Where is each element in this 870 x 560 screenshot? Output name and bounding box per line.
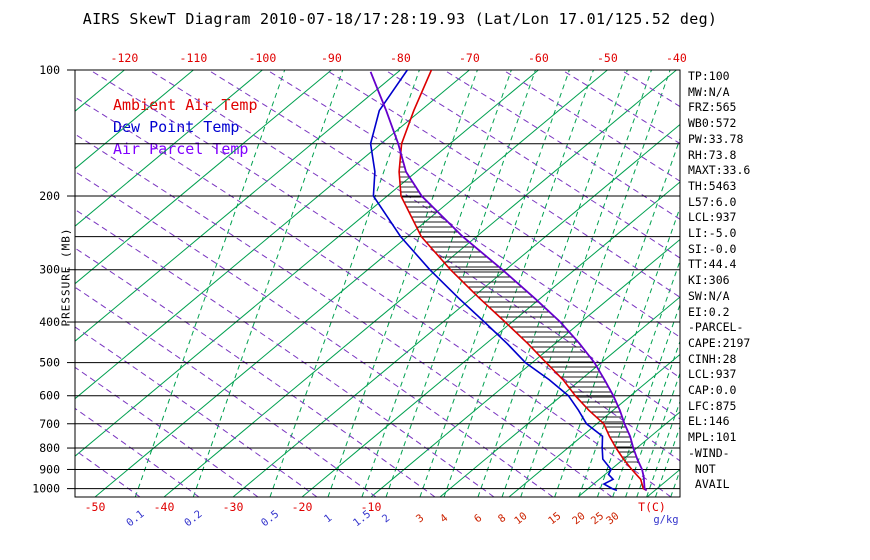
- mixing-ratio-tick-label: 20: [570, 510, 587, 527]
- dry-adiabat-lines: [75, 70, 680, 497]
- dew-temp-curve: [369, 70, 618, 492]
- pressure-tick-label: 500: [39, 356, 60, 370]
- side-panel-item: EI:0.2: [688, 304, 730, 319]
- side-panel-item: TT:44.4: [688, 257, 737, 272]
- side-panel-item: -WIND-: [688, 445, 730, 460]
- side-panel-item: RH:73.8: [688, 147, 737, 162]
- side-panel-item: LI:-5.0: [688, 226, 737, 241]
- temp-unit-label: T(C): [638, 500, 666, 514]
- side-panel-item: SW:N/A: [688, 288, 730, 303]
- pressure-tick-label: 400: [39, 315, 60, 329]
- side-panel-item: AVAIL: [688, 477, 730, 492]
- mixing-ratio-tick-label: 3: [414, 512, 426, 525]
- bottom-temp-tick-label: -50: [85, 500, 106, 514]
- mixing-ratio-tick-label: 15: [546, 510, 563, 527]
- pressure-tick-label: 900: [39, 462, 60, 476]
- pressure-tick-label: 800: [39, 441, 60, 455]
- mixing-ratio-tick-label: 6: [472, 512, 484, 525]
- pressure-tick-label: 1000: [32, 482, 60, 496]
- pressure-tick-label: 100: [39, 63, 60, 77]
- cape-hatching: [399, 156, 639, 463]
- side-panel-item: LFC:875: [688, 398, 737, 413]
- chart-title: AIRS SkewT Diagram 2010-07-18/17:28:19.9…: [82, 10, 718, 28]
- mixing-ratio-tick-label: 4: [438, 512, 450, 525]
- pressure-gridlines: [67, 69, 681, 498]
- pressure-tick-label: 300: [39, 263, 60, 277]
- side-panel-item: NOT: [688, 461, 716, 476]
- plot-frame: [74, 69, 681, 498]
- mixing-ratio-tick-label: 2: [380, 512, 392, 525]
- top-temp-tick-label: -110: [180, 51, 208, 65]
- bottom-temp-tick-label: -10: [361, 500, 382, 514]
- top-temp-tick-label: -60: [528, 51, 549, 65]
- side-panel-item: CINH:28: [688, 351, 737, 366]
- side-panel-item: L57:6.0: [688, 194, 737, 209]
- top-temp-tick-label: -40: [666, 51, 687, 65]
- mixing-unit-label: g/kg: [653, 514, 678, 526]
- top-temp-tick-label: -70: [459, 51, 480, 65]
- side-panel-item: LCL:937: [688, 210, 737, 225]
- top-temp-tick-label: -90: [321, 51, 342, 65]
- side-panel-item: MPL:101: [688, 430, 737, 445]
- side-panel-item: KI:306: [688, 273, 730, 288]
- side-panel-item: -PARCEL-: [688, 320, 744, 335]
- mixing-ratio-tick-label: 10: [512, 510, 529, 527]
- ambient-temp-curve: [398, 70, 647, 492]
- side-panel-item: LCL:937: [688, 367, 737, 382]
- mixing-ratio-tick-label: 30: [604, 510, 621, 527]
- top-temp-tick-label: -50: [597, 51, 618, 65]
- sounding-curves: [369, 70, 648, 492]
- background-lines: [75, 70, 680, 497]
- side-panel-item: WB0:572: [688, 116, 737, 131]
- side-panel-item: PW:33.78: [688, 131, 744, 146]
- side-panel-item: MAXT:33.6: [688, 163, 751, 178]
- legend: Ambient Air Temp Dew Point Temp Air Parcel…: [113, 94, 258, 160]
- legend-item-dew: Dew Point Temp: [113, 118, 240, 136]
- side-panel-item: SI:-0.0: [688, 241, 737, 256]
- pressure-tick-label: 600: [39, 389, 60, 403]
- mixing-ratio-tick-label: 0.2: [182, 508, 204, 529]
- legend-item-parcel: Air Parcel Temp: [113, 140, 249, 158]
- side-panel: TP:100 MW:N/A FRZ:565 WB0:572 PW:33.78 RH:73.…: [688, 69, 750, 493]
- side-panel-item: EL:146: [688, 414, 730, 429]
- side-panel-item: MW:N/A: [688, 84, 730, 99]
- mixing-ratio-tick-label: 0.1: [124, 508, 146, 529]
- side-panel-item: CAP:0.0: [688, 383, 737, 398]
- side-panel-item: TP:100: [688, 69, 730, 83]
- top-temp-tick-label: -100: [249, 51, 277, 65]
- top-temp-tick-label: -80: [390, 51, 411, 65]
- legend-item-ambient: Ambient Air Temp: [113, 96, 258, 114]
- isotherm-lines: [75, 70, 680, 497]
- bottom-temp-tick-label: -30: [223, 500, 244, 514]
- pressure-tick-label: 700: [39, 417, 60, 431]
- side-panel-item: TH:5463: [688, 178, 737, 193]
- side-panel-item: CAPE:2197: [688, 335, 751, 350]
- mixing-ratio-tick-label: 1: [322, 512, 334, 525]
- pressure-tick-label: 200: [39, 189, 60, 203]
- bottom-temp-tick-label: -40: [154, 500, 175, 514]
- mixing-ratio-tick-label: 8: [496, 512, 508, 525]
- bottom-temp-tick-label: -20: [292, 500, 313, 514]
- top-temp-tick-label: -120: [111, 51, 139, 65]
- side-panel-item: FRZ:565: [688, 100, 737, 115]
- parcel-temp-curve: [369, 71, 648, 492]
- mixing-ratio-tick-label: 0.5: [259, 508, 281, 529]
